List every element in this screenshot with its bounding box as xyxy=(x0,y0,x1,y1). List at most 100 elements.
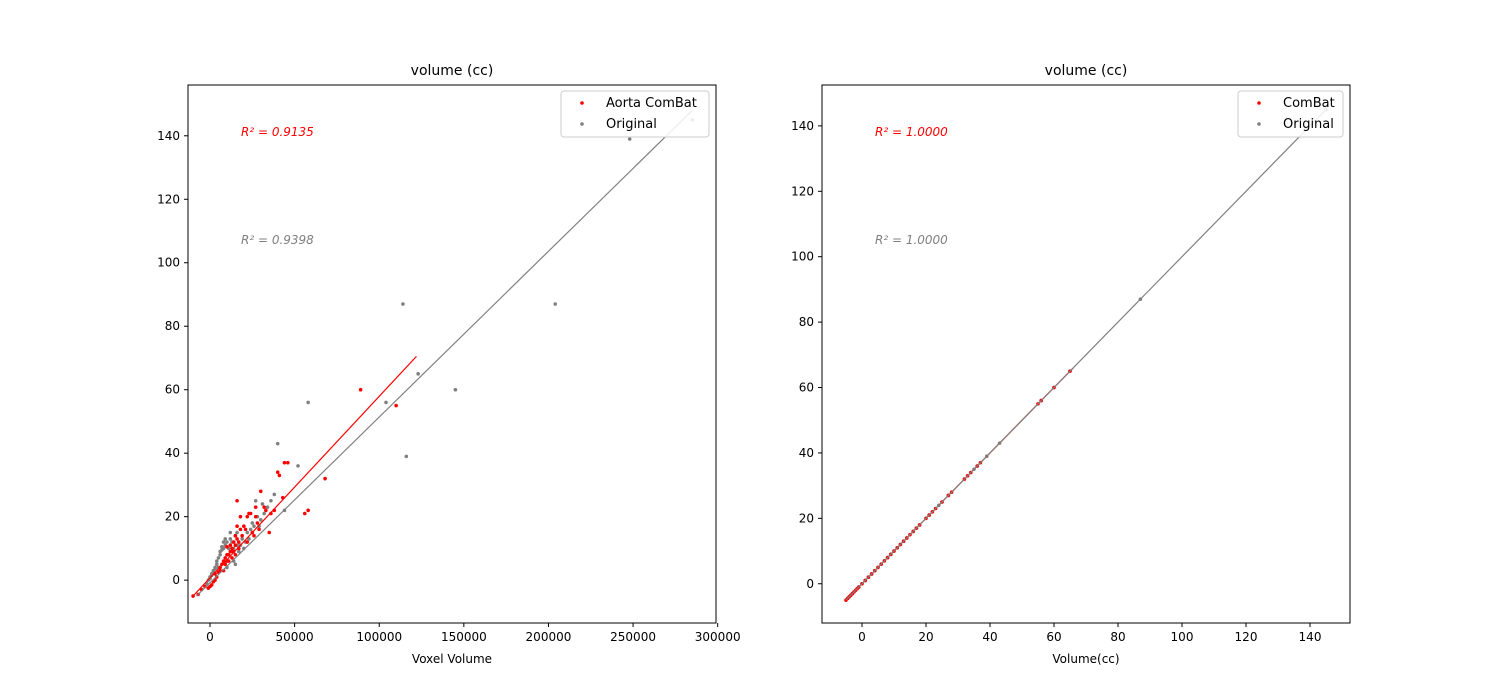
left-legend-box xyxy=(560,90,710,138)
left-point-aorta-combat xyxy=(240,533,244,538)
right-x-tick-label: 20 xyxy=(918,630,933,644)
left-point-aorta-combat xyxy=(231,540,236,544)
left-point-original xyxy=(221,540,226,544)
left-y-tick-label: 20 xyxy=(165,510,180,524)
left-point-original xyxy=(218,552,222,557)
left-point-aorta-combat xyxy=(233,552,238,557)
left-point-original xyxy=(260,502,265,506)
right-legend-label-combat: ComBat xyxy=(1283,96,1335,111)
left-point-aorta-combat xyxy=(235,524,239,528)
left-point-original xyxy=(228,530,233,535)
left-point-original xyxy=(216,556,221,560)
left-point-aorta-combat xyxy=(245,514,250,519)
left-x-tick-label: 150000 xyxy=(441,630,487,644)
left-point-original xyxy=(306,400,310,405)
left-point-original xyxy=(269,498,273,503)
left-y-tick-label: 40 xyxy=(165,446,180,460)
left-point-original xyxy=(384,400,388,405)
left-point-original xyxy=(240,537,244,541)
left-chart-title: volume (cc) xyxy=(411,63,494,79)
left-point-original xyxy=(235,530,239,535)
left-point-original xyxy=(553,302,558,306)
left-x-axis-label: Voxel Volume xyxy=(412,652,492,666)
left-point-aorta-combat xyxy=(236,540,241,544)
left-legend-marker-combat xyxy=(580,101,584,105)
left-y-tick-label: 120 xyxy=(157,192,180,206)
left-x-tick-label: 100000 xyxy=(356,630,402,644)
left-point-original xyxy=(214,562,219,567)
left-point-aorta-combat xyxy=(223,562,228,567)
left-point-original xyxy=(262,511,266,516)
left-point-aorta-combat xyxy=(258,489,263,494)
left-point-aorta-combat xyxy=(233,543,238,548)
left-point-aorta-combat xyxy=(209,583,214,587)
left-point-original xyxy=(272,492,277,497)
left-point-aorta-combat xyxy=(230,556,234,560)
left-y-tick-label: 100 xyxy=(157,256,180,270)
left-point-original xyxy=(253,498,258,503)
right-chart-panel: volume (cc) Volume(cc) R² = 1.0000 R² = … xyxy=(791,63,1351,666)
left-x-tick-label: 300000 xyxy=(695,630,741,644)
left-y-tick-label: 140 xyxy=(157,129,180,143)
left-fit-line-original xyxy=(196,109,693,597)
left-point-aorta-combat xyxy=(306,508,310,513)
left-y-tick-label: 80 xyxy=(165,319,180,333)
right-legend: ComBat Original xyxy=(1237,90,1344,138)
right-x-tick-label: 120 xyxy=(1235,630,1258,644)
left-point-aorta-combat xyxy=(253,505,258,509)
left-point-original xyxy=(275,441,280,446)
left-point-aorta-combat xyxy=(253,514,258,519)
left-point-original xyxy=(250,521,255,525)
right-y-tick-label: 20 xyxy=(799,511,814,525)
left-point-aorta-combat xyxy=(248,511,253,516)
left-point-original xyxy=(247,537,251,541)
left-point-aorta-combat xyxy=(223,556,228,560)
right-legend-marker-original xyxy=(1257,122,1261,126)
left-point-original xyxy=(245,530,250,535)
left-point-aorta-combat xyxy=(225,545,229,549)
left-point-original xyxy=(627,137,632,141)
right-x-tick-label: 140 xyxy=(1299,630,1322,644)
left-point-original xyxy=(258,518,263,522)
left-point-aorta-combat xyxy=(286,460,290,465)
left-point-aorta-combat xyxy=(235,498,239,503)
left-point-original xyxy=(214,559,219,563)
right-y-tick-label: 80 xyxy=(799,315,814,329)
right-x-tick-label: 0 xyxy=(858,630,866,644)
left-x-tick-label: 0 xyxy=(206,630,214,644)
left-fit-line-aorta-combat xyxy=(192,355,417,597)
left-point-aorta-combat xyxy=(230,546,234,551)
left-point-aorta-combat xyxy=(228,549,233,554)
left-point-aorta-combat xyxy=(358,387,363,392)
left-plot-area xyxy=(191,109,695,598)
left-point-aorta-combat xyxy=(226,552,231,557)
left-point-aorta-combat xyxy=(302,511,307,516)
left-plot-frame xyxy=(187,84,717,624)
right-r2-original-annotation: R² = 1.0000 xyxy=(875,233,948,247)
left-point-original xyxy=(453,387,458,392)
left-point-aorta-combat xyxy=(275,470,280,475)
right-y-tick-label: 0 xyxy=(806,577,814,591)
left-point-aorta-combat xyxy=(235,537,239,541)
left-point-original xyxy=(233,562,238,567)
left-point-aorta-combat xyxy=(238,514,243,519)
left-point-aorta-combat xyxy=(394,403,398,408)
right-r2-combat-annotation: R² = 1.0000 xyxy=(875,125,948,139)
left-point-original xyxy=(223,537,228,541)
left-point-aorta-combat xyxy=(233,533,238,538)
left-point-aorta-combat xyxy=(252,533,256,538)
left-legend-label-combat: Aorta ComBat xyxy=(606,96,697,111)
left-point-aorta-combat xyxy=(228,543,233,548)
left-point-aorta-combat xyxy=(242,524,246,528)
left-point-aorta-combat xyxy=(282,460,287,465)
left-point-original xyxy=(296,464,300,468)
left-point-original xyxy=(257,524,261,528)
left-point-original xyxy=(221,546,226,551)
right-y-tick-label: 100 xyxy=(791,250,814,264)
right-x-tick-label: 40 xyxy=(982,630,997,644)
right-y-tick-label: 120 xyxy=(791,184,814,198)
left-point-original xyxy=(401,302,405,306)
left-x-tick-label: 50000 xyxy=(276,630,314,644)
right-fit-line-original xyxy=(845,109,1327,601)
